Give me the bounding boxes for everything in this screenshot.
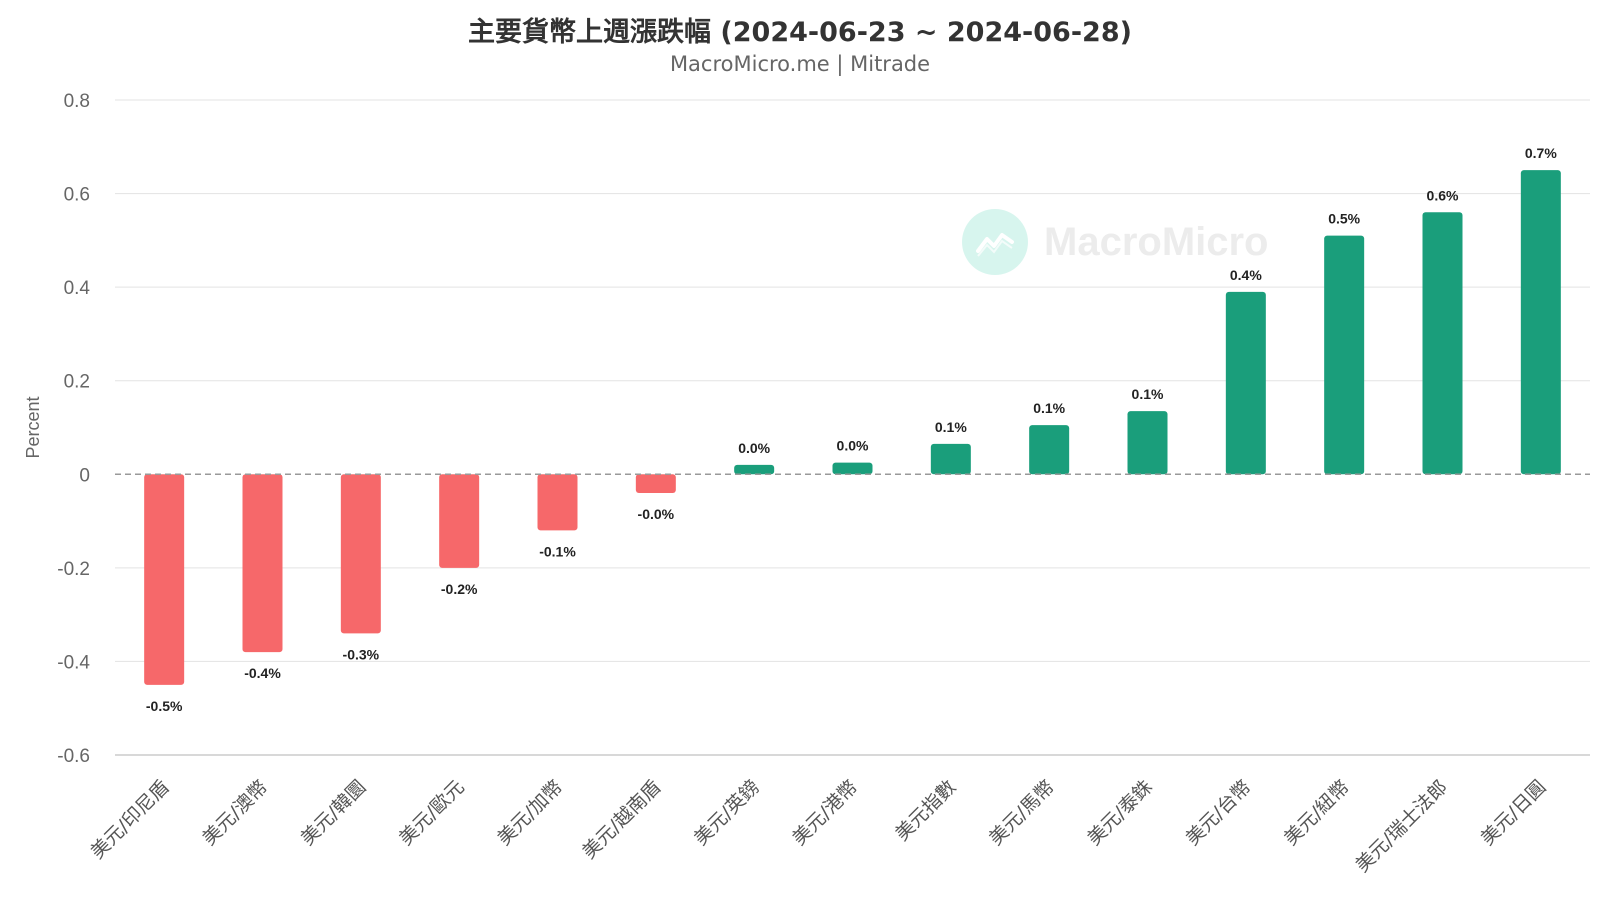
data-label: -0.1% (539, 543, 576, 559)
x-tick-label: 美元/馬幣 (985, 776, 1059, 850)
x-tick-label: 美元/越南盾 (578, 776, 665, 863)
x-tick-label: 美元/澳幣 (198, 776, 272, 850)
y-tick-label: 0.8 (64, 91, 90, 112)
x-tick-label: 美元/日圓 (1477, 776, 1551, 850)
x-tick-label: 美元/加幣 (493, 776, 567, 850)
bar[interactable] (144, 474, 185, 685)
bar[interactable] (1422, 212, 1463, 475)
bar[interactable] (1127, 411, 1168, 475)
data-label: -0.5% (146, 698, 183, 714)
bar[interactable] (1520, 170, 1561, 475)
x-tick-label: 美元/台幣 (1182, 776, 1256, 850)
x-tick-label: 美元指數 (891, 776, 960, 845)
bar[interactable] (930, 443, 971, 475)
watermark: MacroMicro (962, 208, 1269, 276)
data-label: 0.1% (1033, 400, 1065, 416)
x-tick-label: 美元/瑞士法郎 (1351, 776, 1452, 877)
bar[interactable] (340, 474, 381, 634)
x-tick-label: 美元/印尼盾 (86, 776, 173, 863)
data-label: 0.0% (837, 438, 869, 454)
data-label: 0.4% (1230, 267, 1262, 283)
y-axis-label: Percent (23, 396, 43, 458)
y-tick-label: 0.2 (64, 372, 90, 393)
data-label: -0.2% (441, 581, 478, 597)
x-tick-label: 美元/港幣 (788, 776, 862, 850)
y-tick-label: -0.6 (57, 746, 90, 767)
grid-lines (115, 99, 1590, 756)
y-tick-label: 0 (79, 465, 90, 486)
bar[interactable] (1324, 235, 1365, 475)
bar[interactable] (1225, 291, 1266, 475)
data-label: -0.0% (638, 506, 675, 522)
chart-title: 主要貨幣上週漲跌幅 (2024-06-23 ~ 2024-06-28) (468, 17, 1132, 48)
x-tick-label: 美元/泰銖 (1083, 776, 1157, 850)
x-tick-label: 美元/歐元 (395, 776, 469, 850)
watermark-text: MacroMicro (1044, 219, 1269, 264)
bar[interactable] (635, 474, 676, 493)
y-tick-label: 0.6 (64, 185, 90, 206)
bar[interactable] (832, 462, 873, 475)
y-tick-label: -0.2 (57, 559, 90, 580)
bar[interactable] (734, 464, 775, 475)
data-label: 0.0% (738, 440, 770, 456)
data-label: 0.1% (1132, 386, 1164, 402)
data-label: 0.7% (1525, 145, 1557, 161)
data-label: -0.3% (343, 646, 380, 662)
bars (144, 170, 1561, 685)
chart-subtitle: MacroMicro.me | Mitrade (669, 52, 931, 76)
bar[interactable] (242, 474, 283, 653)
x-tick-label: 美元/韓圜 (297, 776, 371, 850)
y-tick-label: 0.4 (64, 278, 91, 299)
bar[interactable] (1029, 425, 1070, 475)
x-tick-label: 美元/紐幣 (1280, 776, 1354, 850)
data-labels: -0.5% -0.4% -0.3% -0.2% -0.1% -0.0% 0.0% 0.0% 0.… (146, 145, 1557, 714)
bar[interactable] (439, 474, 480, 568)
data-label: 0.6% (1427, 187, 1459, 203)
data-label: 0.1% (935, 419, 967, 435)
y-tick-label: -0.4 (57, 652, 90, 673)
bar[interactable] (537, 474, 578, 531)
chart-logo-icon (962, 209, 1028, 275)
x-tick-label: 美元/英鎊 (690, 776, 764, 850)
data-label: 0.5% (1328, 211, 1360, 227)
data-label: -0.4% (244, 665, 281, 681)
